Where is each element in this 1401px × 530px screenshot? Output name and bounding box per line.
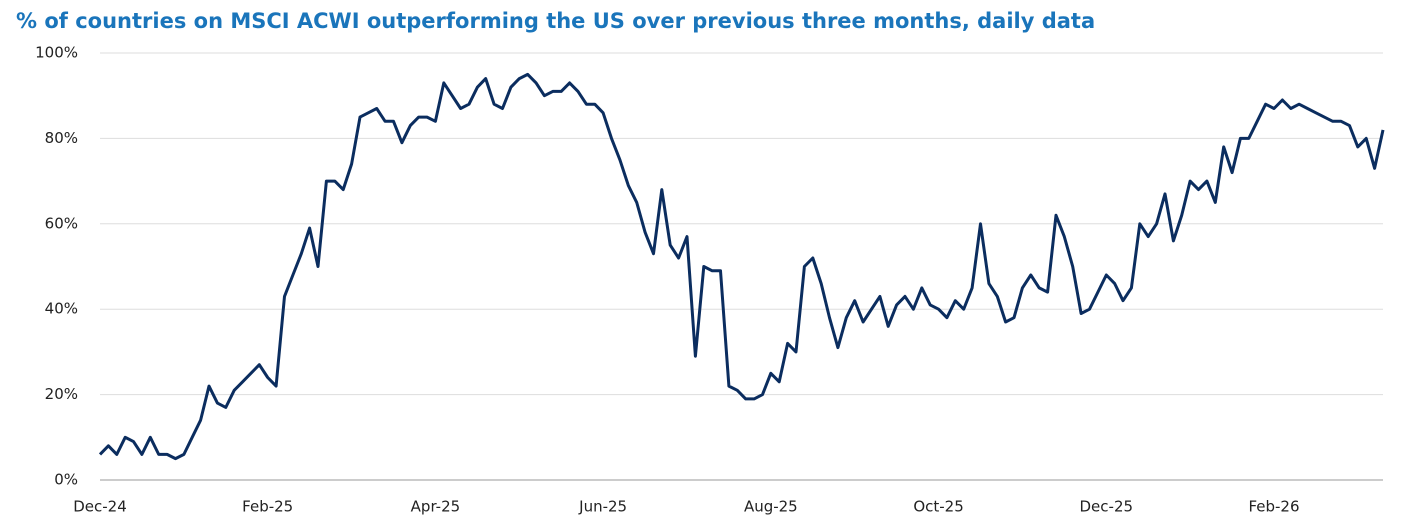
x-tick-label: Apr-25 [411, 498, 461, 516]
y-tick-label: 20% [45, 385, 78, 403]
x-tick-label: Oct-25 [913, 498, 963, 516]
y-tick-label: 40% [45, 300, 78, 318]
x-tick-label: Aug-25 [744, 498, 798, 516]
chart-title: % of countries on MSCI ACWI outperformin… [16, 9, 1095, 33]
x-tick-label: Feb-25 [242, 498, 293, 516]
y-tick-label: 100% [35, 44, 78, 62]
data-line [98, 72, 1385, 461]
x-tick-label: Dec-24 [73, 498, 127, 516]
x-tick-label: Jun-25 [578, 498, 627, 516]
x-tick-label: Dec-25 [1080, 498, 1134, 516]
y-tick-label: 60% [45, 214, 78, 232]
y-tick-label: 80% [45, 129, 78, 147]
y-tick-label: 0% [54, 471, 78, 489]
x-tick-label: Feb-26 [1248, 498, 1299, 516]
